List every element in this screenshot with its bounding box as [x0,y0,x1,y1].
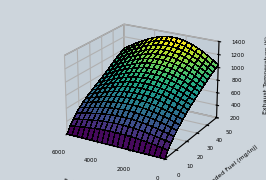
Y-axis label: Commanded Fuel (mg/inj): Commanded Fuel (mg/inj) [192,144,259,180]
X-axis label: Engine Speed (RPM): Engine Speed (RPM) [63,178,125,180]
